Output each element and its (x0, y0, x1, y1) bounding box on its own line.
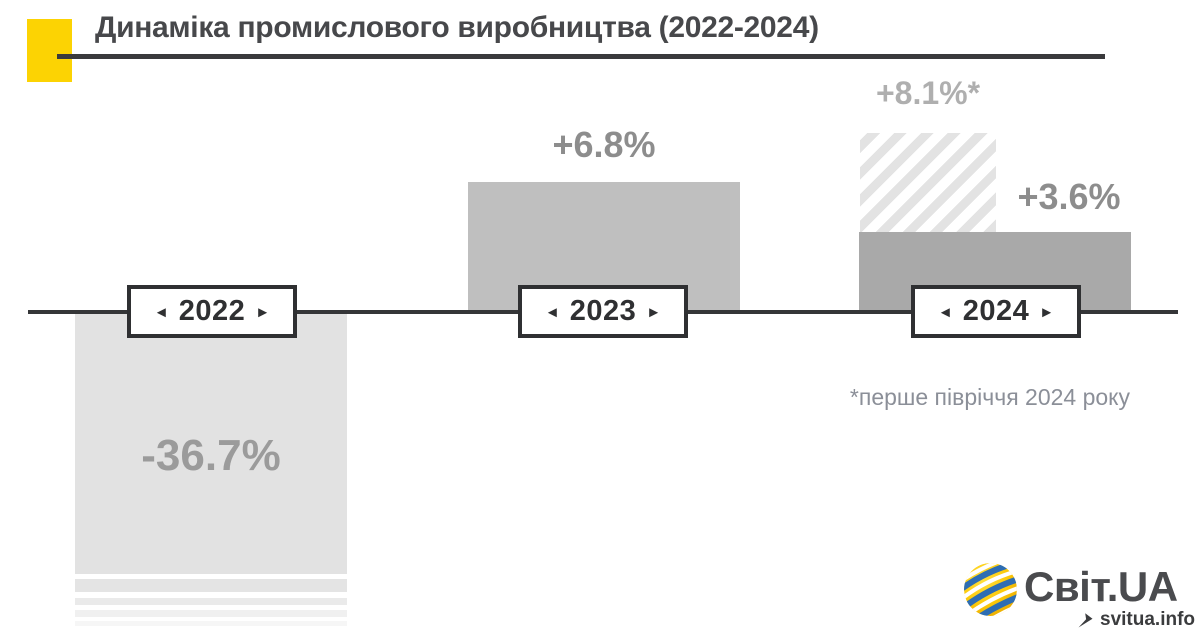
bar-2022-fade-stripe (75, 621, 347, 626)
prev-arrow-icon[interactable]: ◄ (544, 304, 560, 321)
page-title: Динаміка промислового виробництва (2022-… (95, 11, 819, 44)
next-arrow-icon[interactable]: ► (255, 304, 271, 321)
ne-arrow-icon (1078, 612, 1093, 627)
value-label-2023: +6.8% (552, 124, 656, 165)
prev-arrow-icon[interactable]: ◄ (937, 304, 953, 321)
year-box-2024[interactable]: ◄ 2024 ► (911, 285, 1081, 338)
title-underline (57, 54, 1105, 59)
site-link[interactable]: svitua.info (1077, 609, 1195, 631)
site-url: svitua.info (1100, 609, 1196, 630)
bar-2022-fade-stripe (75, 579, 347, 592)
value-label-2022: -36.7% (141, 431, 281, 480)
year-label: 2022 (178, 295, 246, 327)
bar-2022 (75, 313, 347, 574)
next-arrow-icon[interactable]: ► (646, 304, 662, 321)
value-label-2024: +3.6% (1017, 176, 1121, 217)
bar-2022-fade-stripe (75, 610, 347, 617)
brand-wordmark: Світ.UA (1024, 563, 1178, 610)
year-label: 2023 (569, 295, 637, 327)
globe-icon (964, 563, 1017, 616)
year-label: 2024 (962, 295, 1030, 327)
bar-2022-fade-stripe (75, 598, 347, 605)
prev-arrow-icon[interactable]: ◄ (153, 304, 169, 321)
year-box-2022[interactable]: ◄ 2022 ► (127, 285, 297, 338)
next-arrow-icon[interactable]: ► (1039, 304, 1055, 321)
value-label-2024-first-half: +8.1%* (875, 75, 981, 111)
year-box-2023[interactable]: ◄ 2023 ► (518, 285, 688, 338)
bar-2024-first-half-hatched (860, 133, 996, 232)
footnote: *перше півріччя 2024 року (849, 384, 1130, 410)
accent-square (27, 19, 72, 82)
